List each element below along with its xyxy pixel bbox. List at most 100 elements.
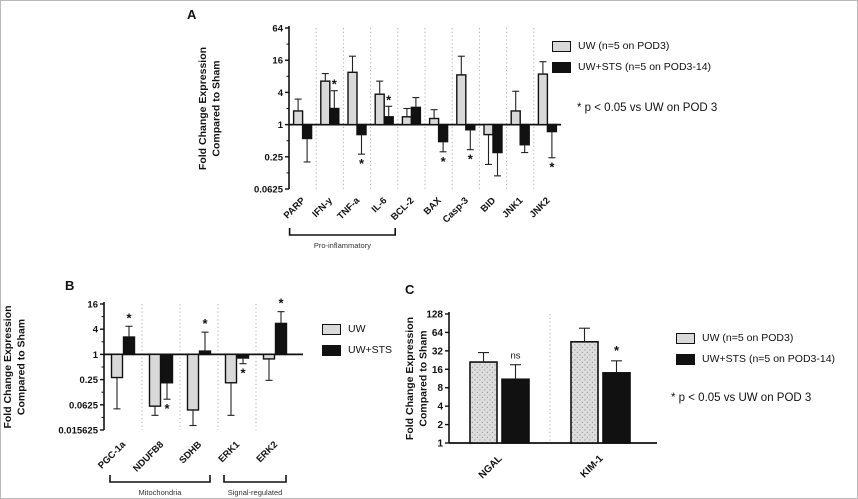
category-label-JNK1: JNK1 [500, 195, 525, 220]
bar-UW-NDUFB8 [148, 353, 162, 407]
group-bracket [288, 228, 396, 236]
category-label-BID: BID [479, 195, 498, 214]
bar-UW-TNF-a [347, 71, 358, 126]
legend-label: UW+STS (n=5 on POD3-14) [578, 61, 712, 73]
significance-marker: * [359, 156, 365, 171]
group-bracket [109, 475, 211, 483]
y-tick-label: 0.015625 [58, 426, 98, 437]
y-tick-label: 16 [432, 365, 444, 376]
panel-c-chart: 1 2 4 8 16 32 64 128 ns * NGAL KIM-1 Fold Change Exp… [404, 310, 657, 481]
category-label-NGAL: NGAL [477, 453, 505, 481]
group-label: Mitochondria [139, 488, 183, 497]
y-tick-label: 2 [437, 420, 443, 431]
y-axis-title-line: Compared to Sham [418, 330, 430, 426]
group-label: Signal-regulated [228, 488, 283, 497]
bar-UW+STS-PGC-1a [122, 336, 136, 356]
category-label-PARP: PARP [282, 195, 308, 221]
uw-swatch-icon [552, 40, 571, 52]
group-bracket [223, 475, 287, 483]
bar-UW-BCL-2 [401, 116, 413, 126]
bar-UW+STS-TNF-a [356, 123, 367, 136]
y-tick-label: 64 [432, 328, 444, 339]
significance-note-c: * p < 0.05 vs UW on POD 3 [671, 392, 812, 404]
bar-UW-PGC-1a [110, 353, 124, 379]
category-label-IFN-y: IFN-y [310, 195, 335, 220]
legend-label: UW [348, 323, 366, 335]
y-tick-label: 16 [87, 300, 98, 311]
bar-UW+STS-ERK2 [274, 322, 288, 356]
bar-UW-BAX [428, 117, 440, 126]
y-tick-label: 64 [272, 24, 283, 35]
panel-a-label: A [187, 7, 197, 22]
bar-UW-ERK2 [262, 353, 276, 360]
significance-marker: * [386, 92, 392, 107]
y-axis-title-line: Fold Change Expression [197, 47, 209, 170]
bar-UW-IFN-y [320, 80, 331, 126]
y-axis-title-line: Compared to Sham [16, 319, 28, 415]
panel-a-chart: 0.0625 0.25 1 4 16 64 * * * * * * PARP IFN-y TNF-a IL-6… [197, 24, 561, 250]
bar-UW+STS-KIM-1 [602, 372, 631, 444]
category-label-BAX: BAX [422, 195, 444, 217]
bar-UW+STS-BAX [437, 123, 449, 143]
significance-marker: ns [510, 351, 520, 362]
bar-UW+STS-JNK1 [519, 123, 530, 146]
significance-marker: * [202, 316, 208, 331]
panel-b-label: B [65, 278, 75, 293]
bar-UW-BID [483, 123, 494, 136]
bar-UW+STS-IL-6 [383, 116, 394, 126]
bar-UW-PARP [292, 110, 304, 126]
panel-c-label: C [405, 282, 415, 297]
category-label-ERK1: ERK1 [216, 439, 242, 465]
bar-UW+STS-Casp-3 [465, 123, 476, 131]
category-label-IL-6: IL-6 [370, 195, 390, 215]
uw-sts-swatch-icon [322, 344, 341, 356]
legend-panel-c: UW (n=5 on POD3) UW+STS (n=5 on POD3-14) [676, 332, 835, 365]
significance-marker: * [468, 152, 474, 167]
legend-panel-b: UW UW+STS [322, 323, 392, 356]
category-label-KIM-1: KIM-1 [579, 453, 606, 480]
bar-UW-SDHB [186, 353, 200, 411]
uw-swatch-icon [322, 323, 341, 335]
y-tick-label: 4 [93, 325, 99, 336]
y-axis-title-line: Fold Change Expression [404, 317, 416, 440]
bar-UW+STS-NGAL [501, 378, 530, 444]
significance-marker: * [549, 160, 555, 175]
y-tick-label: 0.0625 [69, 400, 99, 411]
significance-marker: * [164, 401, 170, 416]
y-tick-label: 4 [437, 402, 443, 413]
bar-UW+STS-ERK1 [236, 353, 250, 359]
bar-UW-JNK2 [537, 73, 549, 126]
significance-marker: * [332, 77, 338, 92]
legend-panel-a: UW (n=5 on POD3) UW+STS (n=5 on POD3-14) [552, 40, 711, 73]
y-tick-label: 16 [272, 56, 283, 67]
category-label-PGC-1a: PGC-1a [96, 439, 129, 472]
bar-UW-KIM-1 [570, 340, 599, 444]
legend-label: UW (n=5 on POD3) [702, 332, 794, 344]
bar-UW+STS-SDHB [198, 350, 212, 356]
bar-UW+STS-PARP [301, 123, 313, 140]
legend-item-uw-sts: UW+STS (n=5 on POD3-14) [552, 61, 711, 73]
bar-UW-JNK1 [510, 110, 521, 126]
bar-UW+STS-JNK2 [546, 123, 558, 133]
y-tick-label: 4 [278, 88, 284, 99]
significance-marker: * [441, 154, 447, 169]
category-label-SDHB: SDHB [177, 439, 204, 466]
bar-UW+STS-BID [492, 123, 503, 154]
bar-UW+STS-NDUFB8 [160, 353, 174, 384]
bar-UW+STS-BCL-2 [410, 106, 422, 126]
group-label: Pro-inflammatory [314, 241, 371, 250]
significance-marker: * [278, 296, 284, 311]
y-tick-label: 32 [432, 346, 444, 357]
uw-swatch-icon [676, 332, 695, 344]
legend-item-uw: UW (n=5 on POD3) [676, 332, 835, 344]
category-label-Casp-3: Casp-3 [441, 195, 471, 225]
significance-marker: * [240, 366, 246, 381]
category-label-ERK2: ERK2 [254, 439, 280, 465]
bar-UW-NGAL [469, 361, 498, 444]
uw-sts-swatch-icon [676, 353, 695, 365]
uw-sts-swatch-icon [552, 61, 571, 73]
y-tick-label: 1 [93, 350, 99, 361]
y-axis-title-line: Compared to Sham [211, 60, 223, 156]
